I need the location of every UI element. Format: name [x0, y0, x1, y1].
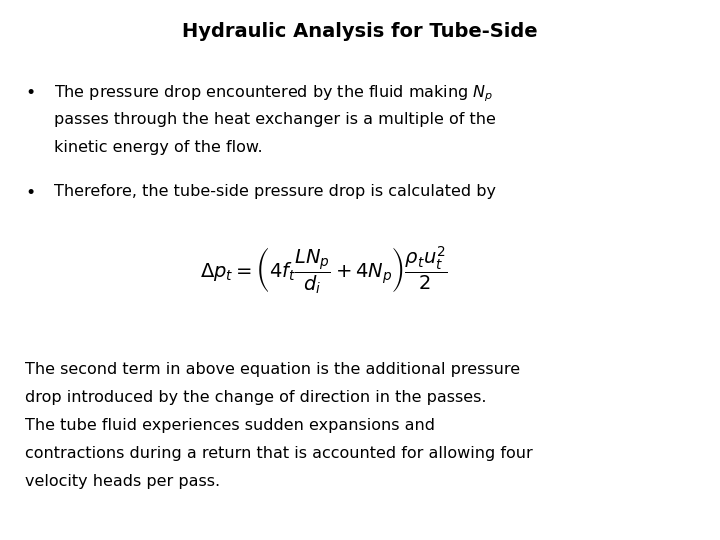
Text: •: • — [25, 84, 35, 102]
Text: velocity heads per pass.: velocity heads per pass. — [25, 474, 220, 489]
Text: contractions during a return that is accounted for allowing four: contractions during a return that is acc… — [25, 446, 533, 461]
Text: $\Delta p_t = \left(4f_t \dfrac{LN_p}{d_i} + 4N_p\right)\dfrac{\rho_t u_t^2}{2}$: $\Delta p_t = \left(4f_t \dfrac{LN_p}{d_… — [200, 244, 448, 296]
Text: kinetic energy of the flow.: kinetic energy of the flow. — [54, 140, 263, 155]
Text: drop introduced by the change of direction in the passes.: drop introduced by the change of directi… — [25, 390, 487, 405]
Text: passes through the heat exchanger is a multiple of the: passes through the heat exchanger is a m… — [54, 112, 496, 127]
Text: The pressure drop encountered by the fluid making $N_p$: The pressure drop encountered by the flu… — [54, 84, 493, 104]
Text: Hydraulic Analysis for Tube-Side: Hydraulic Analysis for Tube-Side — [182, 22, 538, 40]
Text: •: • — [25, 184, 35, 201]
Text: Therefore, the tube-side pressure drop is calculated by: Therefore, the tube-side pressure drop i… — [54, 184, 496, 199]
Text: The tube fluid experiences sudden expansions and: The tube fluid experiences sudden expans… — [25, 418, 435, 433]
Text: The second term in above equation is the additional pressure: The second term in above equation is the… — [25, 362, 521, 377]
